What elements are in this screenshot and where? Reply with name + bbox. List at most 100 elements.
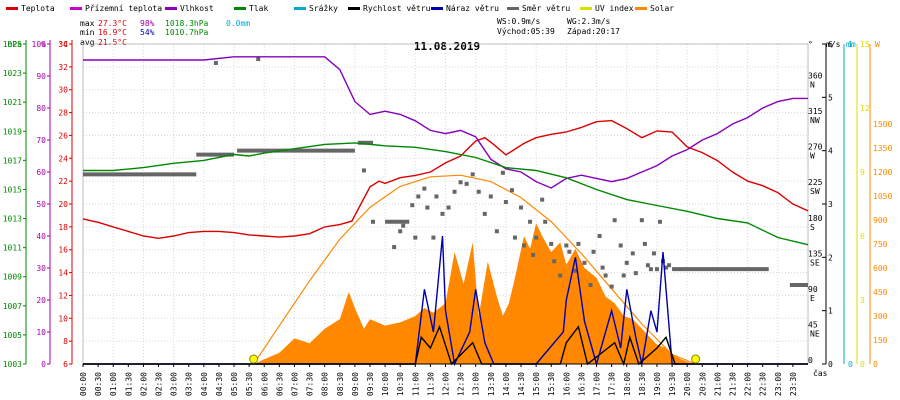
wind-direction-point (488, 194, 493, 199)
humidity-axis-tick-label: 100 (32, 40, 47, 49)
wind-direction-point (618, 243, 623, 248)
uv-marker (249, 354, 259, 364)
uv-tick-label: 6 (860, 232, 865, 241)
wind-direction-point (256, 57, 261, 62)
series-rychlost-v-tru (83, 324, 808, 367)
wind-direction-point (503, 200, 508, 205)
pressure-axis-tick-label: 1025 (3, 40, 22, 49)
series-n-raz-v-tru (83, 235, 808, 367)
time-tick-label: 07:00 (290, 372, 299, 396)
direction-tick-name: NW (810, 116, 820, 125)
time-tick-label: 15:30 (547, 372, 556, 396)
time-tick-label: 04:30 (215, 372, 224, 396)
temperature-axis-tick-label: 26 (58, 131, 68, 140)
solar-tick-label: 300 (873, 312, 888, 321)
legend-swatch (234, 7, 246, 10)
temperature-axis-tick-label: 8 (63, 337, 68, 346)
wind-direction-point (664, 265, 669, 270)
humidity-axis-unit: % (41, 40, 46, 49)
stats-block: max 27.3°C 98% 1018.3hPa 0.0mm min 16.9°C 54% 10… (80, 17, 620, 47)
pressure-axis-tick-label: 1009 (3, 273, 22, 282)
time-tick-label: 20:00 (683, 372, 692, 396)
uv-marker (691, 354, 701, 364)
direction-tick-label: 180 (808, 214, 823, 223)
solar-tick-label: 1350 (873, 144, 892, 153)
solar-tick-label: 750 (873, 240, 888, 249)
direction-tick-label: 315 (808, 107, 823, 116)
time-tick-label: 14:30 (517, 372, 526, 396)
time-tick-label: 16:30 (577, 372, 586, 396)
legend-swatch (348, 7, 360, 10)
wind-direction-point (422, 186, 427, 191)
wind-tick-label: 6 (828, 40, 833, 49)
temperature-axis-tick-label: 12 (58, 291, 68, 300)
wind-direction-point (401, 223, 406, 228)
solar-axis-unit: W (875, 40, 880, 49)
stat-wg: WG:2.3m/s (567, 17, 611, 26)
wind-direction-point (476, 189, 481, 194)
stat-label: max (80, 19, 95, 28)
time-tick-label: 09:30 (366, 372, 375, 396)
stat-max-temp: 27.3°C (98, 19, 127, 28)
wind-direction-point (558, 273, 563, 278)
solar-theoretical-line (253, 174, 696, 365)
time-tick-label: 00:00 (79, 372, 88, 396)
temperature-axis-tick-label: 18 (58, 223, 68, 232)
time-tick-label: 22:00 (744, 372, 753, 396)
wind-direction-point (576, 241, 581, 246)
wind-tick-label: 5 (828, 93, 833, 102)
temperature-axis-tick-label: 14 (58, 269, 68, 278)
time-tick-label: 08:30 (336, 372, 345, 396)
wind-direction-point (591, 249, 596, 254)
wind-axis-unit: m/s (826, 40, 841, 49)
uv-tick-label: 0 (860, 360, 865, 369)
uv-tick-label: 15 (860, 40, 870, 49)
wind-direction-point (434, 194, 439, 199)
series-tlak (83, 142, 809, 246)
legend-swatch (70, 7, 82, 10)
wind-direction-point (398, 229, 403, 234)
temperature-axis-tick-label: 6 (63, 360, 68, 369)
wind-direction-point (645, 263, 650, 268)
stat-max-hum: 98% (140, 19, 155, 28)
series-vlhkost (83, 56, 808, 189)
legend-swatch (635, 7, 647, 10)
pressure-axis-tick-label: 1003 (3, 360, 22, 369)
wind-direction-point (446, 205, 451, 210)
wind-direction-point (642, 241, 647, 246)
wind-direction-point (633, 271, 638, 276)
wind-direction-point (648, 267, 653, 272)
temperature-axis-tick-label: 34 (58, 40, 68, 49)
direction-tick-label: 270 (808, 143, 823, 152)
wind-direction-point (573, 268, 578, 273)
stat-sunrise: Východ:05:39 (497, 27, 555, 36)
rain-axis-unit: mm (846, 40, 856, 49)
wind-direction-point (624, 260, 629, 265)
temperature-axis-tick-label: 20 (58, 200, 68, 209)
solar-tick-label: 450 (873, 288, 888, 297)
direction-tick-name: W (810, 152, 815, 161)
direction-tick-name: N (810, 81, 815, 90)
direction-tick-label: 135 (808, 249, 823, 258)
humidity-axis-tick-label: 70 (36, 136, 46, 145)
pressure-axis-tick-label: 1021 (3, 98, 22, 107)
time-tick-label: 17:30 (608, 372, 617, 396)
wind-direction-point (410, 203, 415, 208)
time-tick-label: 21:30 (728, 372, 737, 396)
legend-swatch (431, 7, 443, 10)
wind-direction-point (482, 211, 487, 216)
direction-tick-name: NE (810, 329, 820, 338)
pressure-axis-tick-label: 1007 (3, 302, 22, 311)
wind-direction-point (440, 211, 445, 216)
time-tick-label: 12:00 (442, 372, 451, 396)
solar-tick-label: 0 (873, 360, 878, 369)
time-tick-label: 22:30 (759, 372, 768, 396)
wind-direction-point (470, 172, 475, 177)
direction-tick-label: 0 (808, 356, 813, 365)
legend-label: Rychlost větru (363, 4, 431, 13)
humidity-axis-tick-label: 60 (36, 168, 46, 177)
wind-tick-label: 2 (828, 253, 833, 262)
time-tick-label: 18:00 (623, 372, 632, 396)
